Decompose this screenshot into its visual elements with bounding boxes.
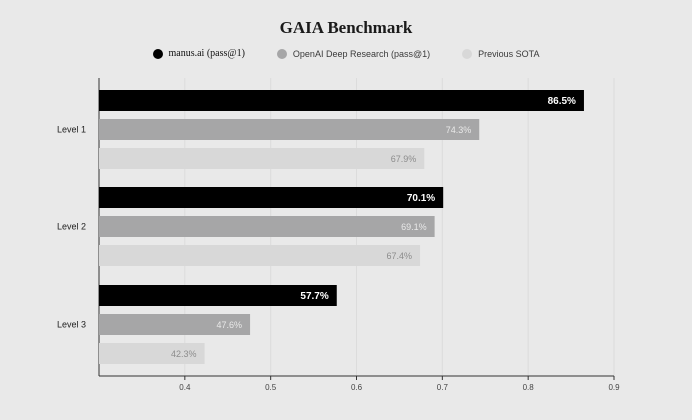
legend-label-manus: manus.ai (pass@1)	[168, 48, 245, 59]
legend-swatch-previous-sota	[462, 48, 473, 59]
x-tick-label-0.4: 0.4	[179, 383, 191, 392]
bar-level-2-series-1	[99, 187, 444, 208]
x-tick-label-0.7: 0.7	[437, 383, 449, 392]
data-label-level-3-series-2: 47.6%	[217, 320, 243, 330]
data-label-level-2-series-1: 70.1%	[407, 193, 435, 204]
chart-legend: manus.ai (pass@1) OpenAI Deep Research (…	[0, 48, 692, 59]
data-label-level-1-series-3: 67.9%	[391, 154, 417, 164]
bar-level-3-series-2	[99, 314, 251, 335]
x-tick-label-0.6: 0.6	[351, 383, 363, 392]
data-label-level-1-series-2: 74.3%	[446, 125, 472, 135]
data-label-level-2-series-3: 67.4%	[386, 251, 412, 261]
bar-level-1-series-1	[99, 90, 584, 111]
legend-item-openai: OpenAI Deep Research (pass@1)	[276, 48, 431, 59]
legend-swatch-openai	[276, 48, 287, 59]
legend-swatch-manus	[152, 48, 163, 59]
chart-title: GAIA Benchmark	[279, 18, 413, 37]
bar-level-1-series-3	[99, 148, 425, 169]
legend-item-previous-sota: Previous SOTA	[462, 48, 540, 59]
bar-level-3-series-3	[99, 343, 205, 364]
data-label-level-1-series-1: 86.5%	[548, 96, 576, 107]
data-label-level-3-series-3: 42.3%	[171, 349, 197, 359]
legend-label-openai: OpenAI Deep Research (pass@1)	[292, 48, 431, 59]
x-tick-label-0.8: 0.8	[523, 383, 535, 392]
category-label-3: Level 3	[57, 320, 86, 330]
legend-item-manus: manus.ai (pass@1)	[152, 48, 245, 59]
x-tick-label-0.9: 0.9	[608, 383, 620, 392]
bar-level-2-series-2	[99, 216, 435, 237]
bar-level-2-series-3	[99, 245, 421, 266]
category-label-1: Level 1	[57, 125, 86, 135]
category-label-2: Level 2	[57, 222, 86, 232]
bar-level-1-series-2	[99, 119, 480, 140]
bar-level-3-series-1	[99, 285, 337, 306]
data-label-level-2-series-2: 69.1%	[401, 222, 427, 232]
legend-label-previous-sota: Previous SOTA	[478, 48, 540, 59]
data-label-level-3-series-1: 57.7%	[300, 291, 328, 302]
x-tick-label-0.5: 0.5	[265, 383, 277, 392]
